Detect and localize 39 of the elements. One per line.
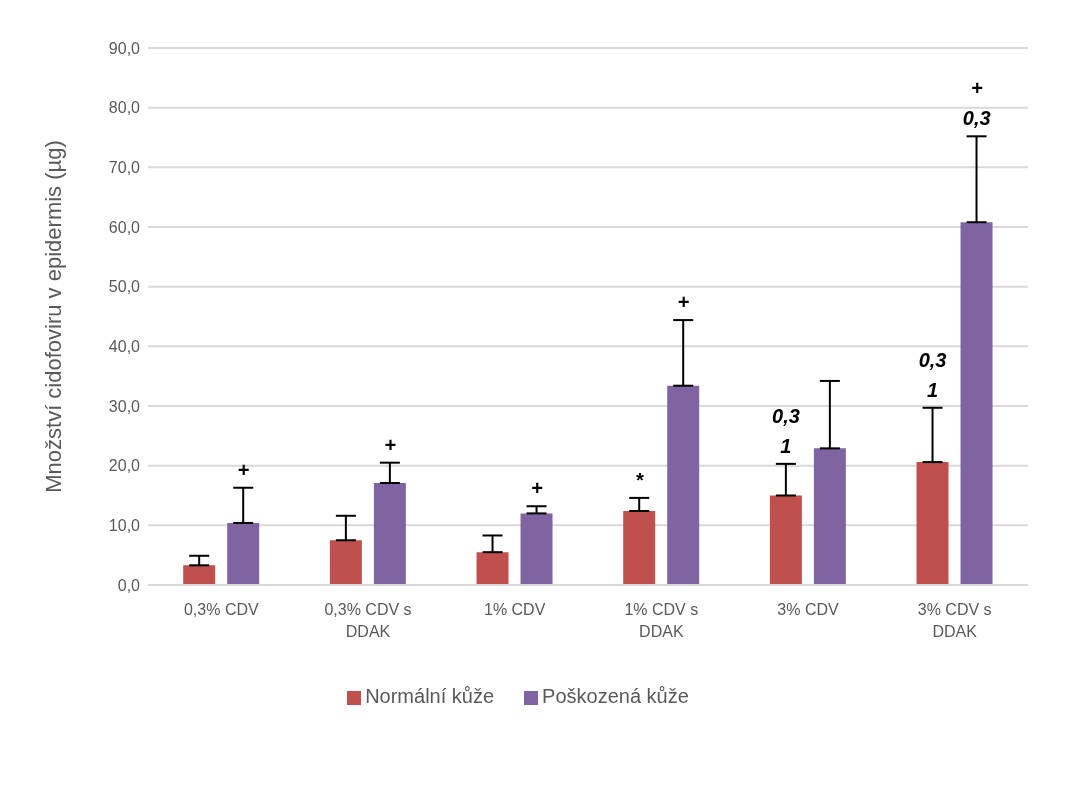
- bar: [623, 511, 656, 585]
- y-tick-label: 80,0: [108, 99, 141, 117]
- bar: [227, 522, 260, 585]
- bar: [183, 565, 216, 585]
- x-tick-label: 1% CDV: [483, 601, 546, 618]
- y-tick-label: 90,0: [108, 39, 141, 57]
- annotation: *: [635, 468, 645, 491]
- annotation: +: [677, 291, 690, 314]
- bar: [667, 385, 700, 585]
- x-tick-label: 3% CDV s DDAK: [917, 601, 992, 640]
- bar: [476, 552, 509, 585]
- y-tick-label: 70,0: [108, 159, 141, 177]
- bar: [916, 462, 949, 585]
- annotation: +: [384, 433, 397, 456]
- bar: [520, 513, 553, 585]
- bar: [960, 222, 993, 585]
- annotation: +: [237, 458, 250, 481]
- x-tick-label: 0,3% CDV: [183, 601, 260, 618]
- annotation: +: [530, 477, 543, 500]
- bar: [373, 482, 406, 585]
- legend-label: Normální kůže: [365, 685, 495, 707]
- bar: [769, 495, 802, 585]
- bar: [813, 448, 846, 585]
- y-axis-title: Množství cidofoviru v epidermis (µg): [40, 140, 66, 493]
- y-tick-label: 50,0: [108, 278, 141, 296]
- y-tick-label: 30,0: [108, 397, 141, 415]
- y-tick-label: 10,0: [108, 517, 141, 535]
- y-tick-label: 20,0: [108, 457, 141, 475]
- annotation: + 0,3: [962, 77, 991, 130]
- annotation: 0,3 1: [918, 348, 947, 401]
- y-tick-label: 60,0: [108, 218, 141, 236]
- y-tick-label: 0,0: [117, 576, 141, 594]
- y-tick-label: 40,0: [108, 338, 141, 356]
- annotation: 0,3 1: [772, 404, 800, 457]
- bar: [329, 540, 362, 585]
- legend-label: Poškozená kůže: [542, 685, 689, 707]
- x-tick-label: 0,3% CDV s DDAK: [324, 601, 412, 640]
- x-tick-label: 3% CDV: [777, 601, 839, 618]
- x-tick-label: 1% CDV s DDAK: [624, 601, 699, 640]
